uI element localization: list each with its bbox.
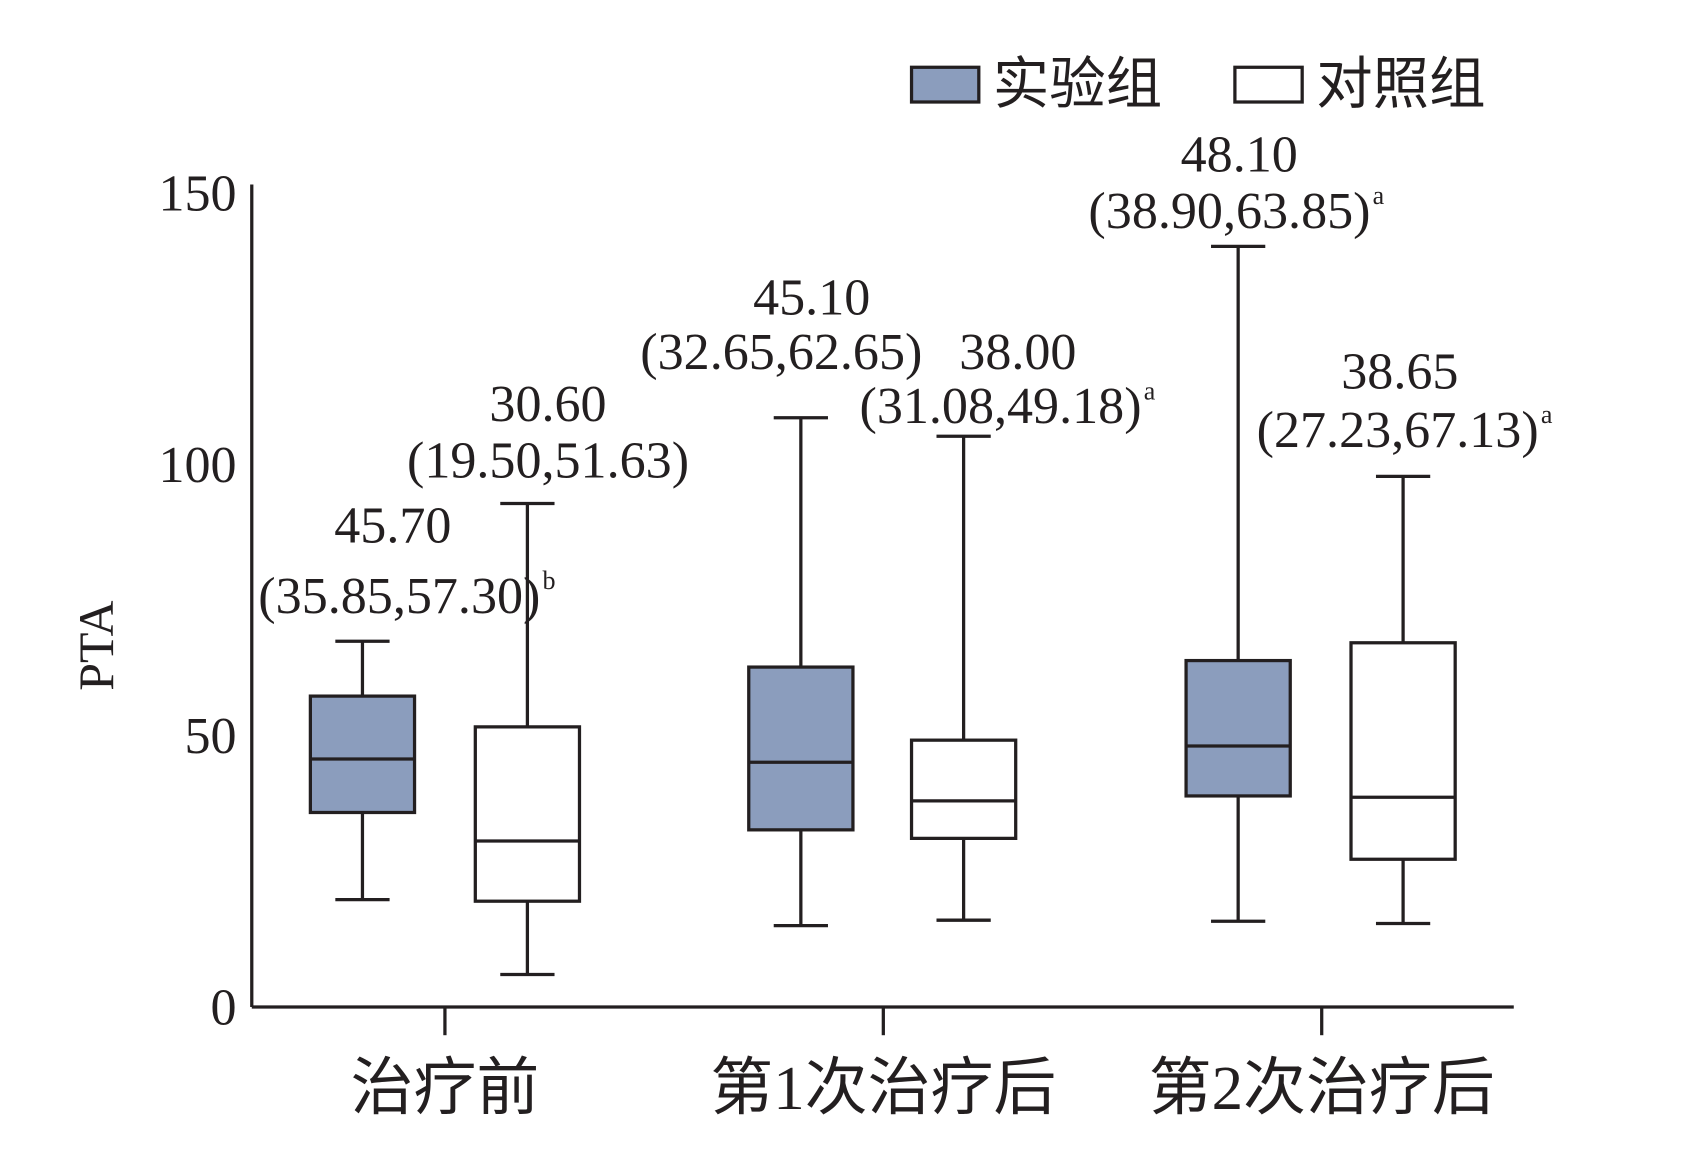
y-tick-label: 0 xyxy=(211,979,237,1036)
legend-swatch xyxy=(1233,65,1304,104)
legend-label: 实验组 xyxy=(993,54,1162,116)
box-control xyxy=(909,434,1018,922)
median-label: 45.10 xyxy=(753,270,870,327)
range-label: (27.23,67.13) xyxy=(1257,402,1539,459)
box-experiment xyxy=(1184,244,1292,923)
x-tick-label: 第1次治疗后 xyxy=(710,1053,1056,1123)
range-label: (35.85,57.30) xyxy=(258,568,540,625)
annotations: 45.70 (35.85,57.30) b 30.60(19.50,51.63) 45.… xyxy=(258,126,1553,625)
y-tick-label: 100 xyxy=(158,437,236,494)
range-label: (38.90,63.85) xyxy=(1088,183,1370,240)
box-control xyxy=(473,501,582,977)
range-label: (31.08,49.18) xyxy=(859,378,1141,435)
axes: 0 50 100 150 PTA 治疗前 第1次治疗后 第2次治疗后 xyxy=(69,166,1514,1123)
box-experiment xyxy=(308,639,417,902)
iqr-box xyxy=(1349,641,1457,861)
range-label: (19.50,51.63) xyxy=(407,432,689,489)
range-label: (32.65,62.65) xyxy=(640,324,922,381)
median-label: 48.10 xyxy=(1181,126,1298,183)
y-tick-label: 150 xyxy=(158,166,236,223)
iqr-box xyxy=(308,694,417,815)
legend-label: 对照组 xyxy=(1316,54,1485,116)
x-tick-label: 第2次治疗后 xyxy=(1149,1053,1495,1123)
significance-superscript: a xyxy=(1541,400,1553,429)
significance-superscript: a xyxy=(1144,376,1156,405)
median-label: 38.65 xyxy=(1341,343,1458,400)
median-label: 38.00 xyxy=(959,324,1076,381)
boxes xyxy=(308,244,1457,977)
iqr-box xyxy=(747,665,855,832)
box-experiment xyxy=(747,416,855,928)
median-label: 30.60 xyxy=(489,376,606,433)
median-label: 45.70 xyxy=(334,498,451,555)
legend-swatch xyxy=(909,65,981,104)
box-control xyxy=(1349,474,1457,926)
significance-superscript: b xyxy=(543,566,556,595)
iqr-box xyxy=(1184,658,1292,798)
x-tick-label: 治疗前 xyxy=(351,1053,540,1123)
significance-superscript: a xyxy=(1373,181,1385,210)
iqr-box xyxy=(473,725,582,903)
y-tick-label: 50 xyxy=(185,708,237,765)
legend: 实验组 对照组 xyxy=(909,54,1486,116)
y-axis-label: PTA xyxy=(69,601,124,691)
iqr-box xyxy=(909,738,1018,840)
